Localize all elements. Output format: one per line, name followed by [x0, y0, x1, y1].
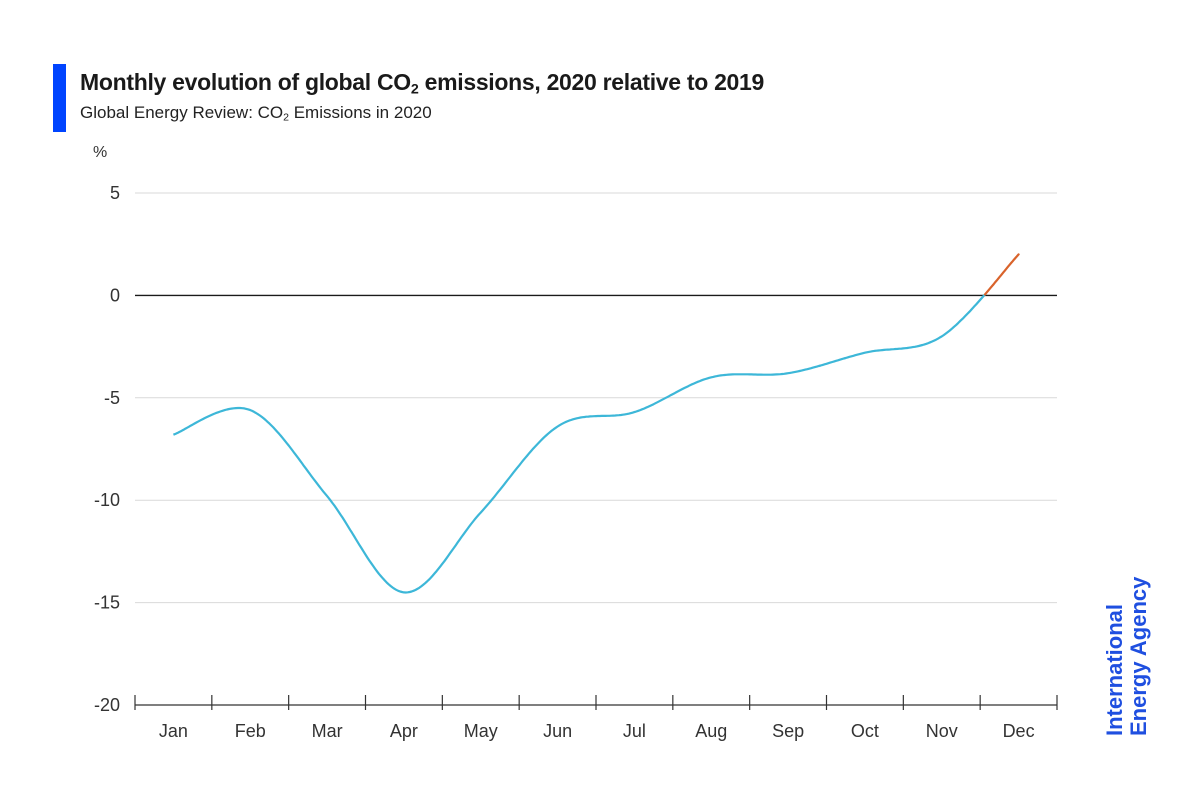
y-tick-label: 5 — [110, 183, 120, 203]
series-line-positive — [983, 253, 1020, 296]
chart-title: Monthly evolution of global CO2 emission… — [80, 69, 765, 98]
accent-bar — [53, 64, 66, 132]
x-tick-label: Dec — [1003, 721, 1035, 741]
y-tick-label: 0 — [110, 285, 120, 305]
y-tick-label: -10 — [94, 490, 120, 510]
y-tick-label: -15 — [94, 593, 120, 613]
gridlines — [135, 192, 1057, 604]
chart-subtitle: Global Energy Review: CO2 Emissions in 2… — [80, 103, 432, 124]
x-axis: Jan Feb Mar Apr May Jun Jul Aug Sep Oct Nov Dec — [134, 695, 1058, 741]
y-tick-label: -20 — [94, 695, 120, 715]
x-tick-label: Sep — [772, 721, 804, 741]
y-axis-unit-label: % — [93, 144, 108, 161]
x-tick-label: Feb — [235, 721, 266, 741]
x-tick-label: Aug — [695, 721, 727, 741]
iea-logo: International Energy Agency — [1102, 576, 1151, 736]
x-tick-label: May — [464, 721, 498, 741]
x-tick-label: Apr — [390, 721, 418, 741]
x-tick-label: Nov — [926, 721, 958, 741]
series-layer — [172, 253, 1020, 594]
x-tick-label: Mar — [312, 721, 343, 741]
x-tick-label: Jan — [159, 721, 188, 741]
y-tick-labels: 5 0 -5 -10 -15 -20 — [94, 183, 120, 715]
x-tick-label: Oct — [851, 721, 879, 741]
series-line — [172, 293, 986, 594]
x-tick-label: Jul — [623, 721, 646, 741]
logo-line-2: Energy Agency — [1126, 576, 1151, 736]
y-tick-label: -5 — [104, 388, 120, 408]
x-tick-label: Jun — [543, 721, 572, 741]
logo-line-1: International — [1102, 604, 1127, 736]
